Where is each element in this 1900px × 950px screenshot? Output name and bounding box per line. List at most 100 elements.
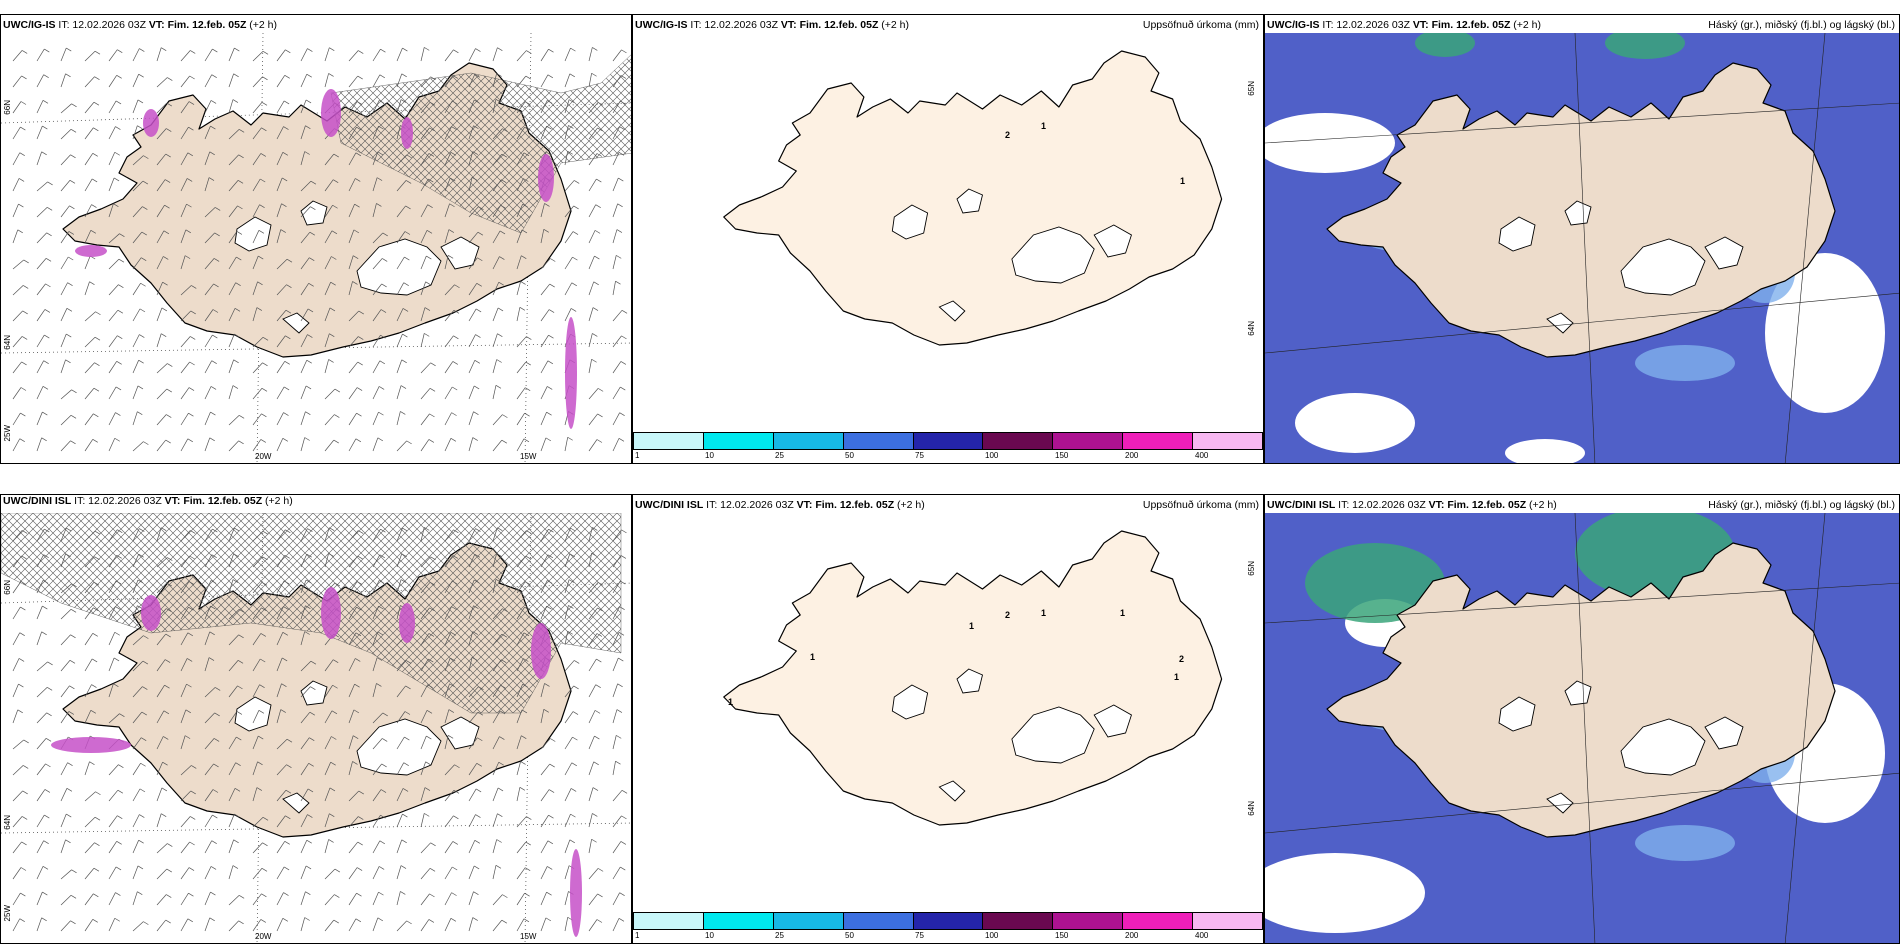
colorbar-cell (773, 433, 844, 449)
wind-barb (36, 74, 49, 88)
wind-barb (12, 361, 27, 374)
wind-barb (300, 839, 312, 854)
colorbar-tick-label: 10 (705, 931, 714, 940)
wind-barb (564, 99, 575, 114)
wind-barb (540, 580, 553, 594)
glacier-outline (356, 718, 442, 776)
wind-barb (516, 735, 527, 750)
wind-barb (204, 386, 217, 400)
wind-barb (564, 788, 577, 802)
wind-barb (276, 555, 290, 568)
colorbar-cell (1053, 433, 1124, 449)
wind-barb (468, 231, 484, 244)
wind-barb (60, 685, 75, 698)
wind-barb (132, 635, 149, 646)
wind-barb (84, 204, 97, 218)
wind-barb (444, 918, 457, 932)
wind-barb (252, 893, 267, 906)
wind-barb (396, 333, 408, 348)
wind-barb (156, 179, 171, 192)
wind-barb (372, 917, 383, 932)
wind-barb (444, 632, 457, 646)
wind-barb (492, 204, 506, 218)
colorbar-tick-label: 75 (915, 451, 924, 460)
wind-barb (228, 359, 239, 374)
wind-barb (420, 178, 434, 192)
wind-barb (564, 685, 579, 698)
wind-barb (132, 921, 149, 932)
wind-barb (396, 205, 411, 218)
wind-barb (12, 790, 28, 802)
wind-barb (12, 229, 23, 244)
wind-barb (468, 553, 481, 568)
wind-barb (612, 49, 627, 62)
wind-barb (84, 439, 98, 452)
glacier-outline (938, 780, 966, 802)
colorbar-tick-label: 25 (775, 931, 784, 940)
wind-barb (252, 439, 267, 452)
wind-barb (252, 204, 265, 218)
wind-barb (396, 154, 412, 166)
wind-barb (36, 283, 51, 296)
wind-barb (252, 633, 267, 646)
wind-barb (564, 282, 577, 296)
wind-barb (180, 126, 194, 140)
wind-barb (396, 73, 407, 88)
wind-barb (12, 75, 27, 88)
wind-barb (84, 816, 101, 828)
wind-barb (348, 387, 363, 400)
wind-barb (420, 633, 435, 646)
wind-barb (132, 334, 145, 348)
wind-barb (396, 685, 411, 698)
wind-barb (276, 657, 288, 672)
precip-value: 2 (1005, 130, 1010, 140)
wind-barb (276, 789, 292, 802)
wind-barb (156, 363, 173, 374)
wind-barb (156, 813, 167, 828)
wind-barb (516, 50, 532, 62)
wind-barb (276, 126, 289, 140)
wind-barb (444, 606, 457, 620)
wind-barb (300, 125, 311, 140)
glacier-outline (440, 236, 480, 270)
precip-value: 1 (1041, 121, 1046, 131)
high-cloud-area (1605, 33, 1685, 59)
wind-barb (60, 869, 77, 880)
wind-barb (252, 101, 268, 114)
wind-barb (252, 413, 267, 426)
wind-barb (204, 100, 217, 114)
wind-barb (60, 47, 72, 62)
wind-barb (492, 179, 507, 192)
cloud-map (1265, 33, 1899, 463)
wind-barb (324, 736, 337, 750)
colorbar-cell (634, 913, 704, 929)
wind-barb (300, 257, 315, 270)
wind-barb (180, 310, 196, 322)
wind-barb (132, 839, 144, 854)
wind-barb (468, 631, 478, 646)
wind-barb (444, 284, 460, 296)
wind-barb (444, 75, 459, 88)
wind-barb (468, 411, 479, 426)
wind-barb (372, 74, 385, 88)
wind-barb (420, 556, 436, 568)
wind-barb (564, 736, 578, 750)
wind-barb (588, 684, 601, 698)
wind-barb (276, 151, 289, 166)
wind-barb (588, 72, 597, 88)
wind-barb (228, 415, 245, 426)
wind-barb (612, 892, 625, 906)
wind-barb (204, 789, 219, 802)
wind-barb (60, 839, 71, 854)
lon-label: 25W (3, 425, 12, 442)
wind-barb (348, 438, 362, 452)
wind-barb (516, 918, 530, 932)
wind-speed-shading (538, 154, 554, 202)
wind-barb (84, 556, 100, 568)
wind-barb (132, 206, 148, 218)
wind-barb (324, 710, 338, 724)
wind-barb (84, 153, 98, 166)
wind-barb (348, 126, 362, 140)
wind-barb (252, 255, 264, 270)
wind-barb (444, 683, 455, 698)
